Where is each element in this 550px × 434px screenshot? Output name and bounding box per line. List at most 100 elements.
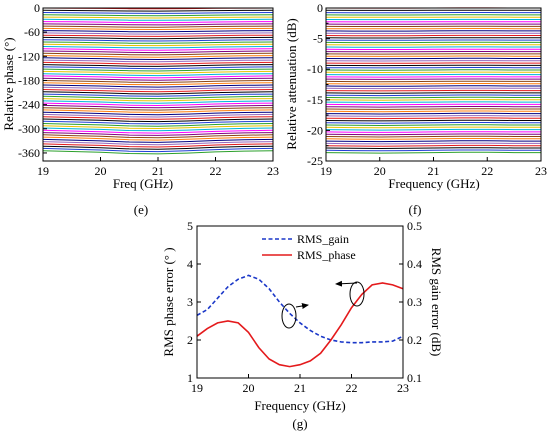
chart-g-y-tick-label: 1 xyxy=(187,371,193,385)
chart-g-x-tick-label: 20 xyxy=(243,381,255,395)
chart-e-series-line-61 xyxy=(42,145,274,150)
chart-g-y-tick-label: 2 xyxy=(187,333,193,347)
chart-f-y-axis-label: Relative attenuation (dB) xyxy=(284,18,299,149)
chart-g-y-right-tick-label: 0.2 xyxy=(407,333,422,347)
chart-f-x-tick-label: 19 xyxy=(320,164,332,178)
chart-e-series-line-35 xyxy=(42,86,274,90)
chart-g-y-right-tick-label: 0.4 xyxy=(407,257,422,271)
chart-g-y-axis-label-right: RMS gain error (dB) xyxy=(429,248,444,357)
chart-g-y-right-tick-label: 0.5 xyxy=(407,219,422,233)
chart-e-series-line-14 xyxy=(42,39,274,42)
chart-e-x-tick-label: 22 xyxy=(210,164,222,178)
chart-f-series-line-44 xyxy=(325,108,541,110)
chart-f-series-line-38 xyxy=(325,94,541,97)
chart-e-series-line-19 xyxy=(42,50,274,54)
chart-g-y-tick-label: 3 xyxy=(187,295,193,309)
chart-f-series-line-49 xyxy=(325,119,541,122)
chart-g-annotations xyxy=(281,280,365,329)
chart-f-series-line-57 xyxy=(325,138,541,140)
chart-g-x-tick-label: 19 xyxy=(191,381,203,395)
chart-f-series-line-63 xyxy=(325,151,541,154)
chart-f-series-line-45 xyxy=(325,110,541,113)
chart-e-y-tick-label: -120 xyxy=(18,49,40,63)
chart-f: 19 20 21 22 23 0 -5 -10 -15 -20 -25 Frequency (GHz… xyxy=(284,1,547,217)
chart-f-series-line-61 xyxy=(325,147,541,150)
chart-f-y-tick-label: -25 xyxy=(307,154,323,168)
chart-e-y-tick-label: -300 xyxy=(18,122,40,136)
annotation-ellipse-phase xyxy=(349,281,365,307)
chart-g-x-tick-label: 22 xyxy=(346,381,358,395)
chart-f-series-line-35 xyxy=(325,87,541,90)
chart-e-series-line-20 xyxy=(42,52,274,56)
chart-g-x-tick-label: 21 xyxy=(294,381,306,395)
chart-e-series-line-58 xyxy=(42,138,274,143)
chart-e-series-line-52 xyxy=(42,125,274,130)
chart-e-y-tick-label: -360 xyxy=(18,146,40,160)
chart-e-series-line-25 xyxy=(42,64,274,67)
chart-e-series-line-60 xyxy=(42,143,274,148)
chart-f-panel-label: (f) xyxy=(409,202,422,217)
chart-e-series-line-15 xyxy=(42,41,274,44)
chart-g-x-tick-label: 23 xyxy=(397,381,409,395)
chart-f-series-line-58 xyxy=(325,140,541,143)
chart-e-series-line-40 xyxy=(42,98,274,102)
chart-e-series-line-13 xyxy=(42,36,274,40)
chart-f-series-line-47 xyxy=(325,115,541,117)
chart-e-series-line-30 xyxy=(42,75,274,79)
chart-f-series-line-46 xyxy=(325,112,541,115)
chart-e-series-line-29 xyxy=(42,73,274,77)
chart-e-x-axis-label: Freq (GHz) xyxy=(113,176,173,191)
chart-e-series-line-56 xyxy=(42,134,274,139)
chart-f-series-line-39 xyxy=(325,96,541,99)
annotation-ellipse-gain xyxy=(281,303,297,329)
chart-f-series-line-55 xyxy=(325,133,541,136)
chart-f-series-line-51 xyxy=(325,124,541,127)
chart-e-y-tick-label: -240 xyxy=(18,98,40,112)
chart-e-series-line-7 xyxy=(42,23,274,26)
chart-g-y-axis-label: RMS phase error (° ) xyxy=(161,247,176,356)
chart-f-y-tick-label: -15 xyxy=(307,93,323,107)
chart-e-series-line-38 xyxy=(42,93,274,97)
chart-e-series-line-3 xyxy=(42,14,274,17)
chart-e-series-line-22 xyxy=(42,57,274,61)
chart-e-series-line-41 xyxy=(42,100,274,104)
chart-e-series-line-1 xyxy=(42,9,274,12)
chart-f-series-lines xyxy=(325,7,541,154)
chart-f-x-tick-label: 22 xyxy=(481,164,493,178)
chart-f-series-line-59 xyxy=(325,142,541,145)
legend-label-rms-phase: RMS_phase xyxy=(297,248,356,262)
chart-g-y-right-tick-label: 0.1 xyxy=(407,371,422,385)
chart-e-series-line-62 xyxy=(42,147,274,153)
chart-g-panel-label: (g) xyxy=(292,416,307,431)
chart-f-x-tick-label: 21 xyxy=(428,164,440,178)
chart-e-series-line-63 xyxy=(42,150,274,155)
chart-e-series-line-9 xyxy=(42,27,274,31)
chart-e-series-line-16 xyxy=(42,43,274,47)
chart-e-series-line-46 xyxy=(42,111,274,116)
chart-e-x-tick-label: 21 xyxy=(152,164,164,178)
chart-f-series-line-60 xyxy=(325,144,541,147)
chart-e-series-line-48 xyxy=(42,116,274,120)
chart-f-y-tick-label: -5 xyxy=(313,32,323,46)
chart-f-series-line-42 xyxy=(325,103,541,106)
chart-e-series-line-18 xyxy=(42,48,274,51)
chart-e-x-tick-label: 23 xyxy=(267,164,279,178)
chart-e-series-line-36 xyxy=(42,89,274,93)
chart-f-series-line-52 xyxy=(325,126,541,129)
chart-e-series-line-55 xyxy=(42,132,274,136)
chart-e-series-line-2 xyxy=(42,12,274,14)
chart-e-series-line-47 xyxy=(42,113,274,118)
chart-g-y-tick-label: 5 xyxy=(187,219,193,233)
chart-e-series-line-8 xyxy=(42,25,274,28)
chart-f-y-tick-label: -20 xyxy=(307,123,323,137)
chart-e-series-line-53 xyxy=(42,127,274,132)
chart-e-series-line-32 xyxy=(42,80,274,84)
chart-e-y-tick-label: -180 xyxy=(18,73,40,87)
chart-f-series-line-54 xyxy=(325,131,541,133)
chart-e: 19 20 21 22 23 0 -60 -120 -180 -240 -300 -360 Freq … xyxy=(1,1,279,217)
annotation-arrow-right xyxy=(295,303,309,309)
chart-e-series-line-43 xyxy=(42,104,274,109)
